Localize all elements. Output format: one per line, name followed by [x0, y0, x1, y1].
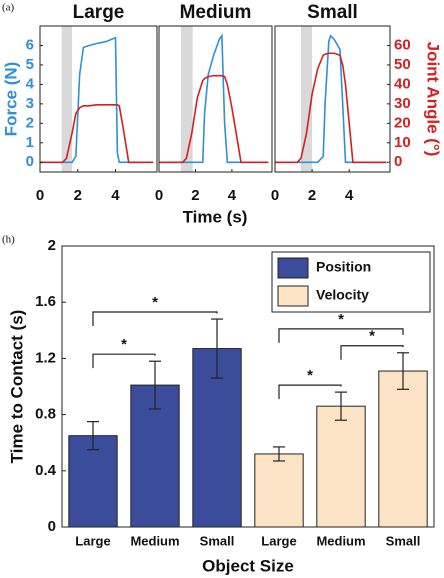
x-tick-label: Small — [200, 533, 235, 548]
series-line — [275, 52, 387, 164]
y-tick-label: 4 — [26, 75, 35, 92]
x-tick-label: 0 — [155, 187, 163, 204]
x-tick-label: Small — [386, 533, 421, 548]
y2-tick-label: 50 — [394, 56, 411, 73]
y-tick-label: 0.4 — [35, 462, 57, 479]
series-line — [40, 36, 154, 164]
x-tick-label: 4 — [111, 187, 120, 204]
y-tick-label: 0 — [48, 518, 56, 535]
subplot-title: Small — [307, 2, 358, 23]
y-tick-label: 1.6 — [35, 293, 56, 310]
significance-bracket — [92, 311, 218, 327]
y-axis-label: Force (N) — [1, 62, 20, 137]
y2-axis-label: Joint Angle (°) — [424, 42, 443, 157]
bar — [68, 435, 118, 528]
x-tick-label: 0 — [36, 187, 44, 204]
legend-swatch — [277, 257, 309, 279]
y2-tick-label: 0 — [394, 153, 402, 170]
y2-tick-label: 40 — [394, 75, 411, 92]
x-tick-label: Large — [261, 533, 296, 548]
x-tick-label: 4 — [228, 187, 237, 204]
legend-swatch — [277, 285, 309, 307]
x-tick-label: 4 — [345, 187, 354, 204]
legend-label: Position — [316, 259, 371, 275]
shaded-region — [300, 26, 313, 172]
y-tick-label: 2 — [26, 114, 34, 131]
y-tick-label: 6 — [26, 36, 34, 53]
bar — [254, 453, 304, 528]
y-tick-label: 0.8 — [35, 406, 56, 423]
y2-tick-label: 30 — [394, 95, 411, 112]
panel-label: (a) — [2, 2, 15, 14]
significance-label: * — [152, 294, 158, 311]
y2-tick-label: 60 — [394, 36, 411, 53]
x-axis-label: Object Size — [202, 556, 294, 575]
x-tick-label: 2 — [308, 187, 316, 204]
significance-bracket — [92, 353, 156, 369]
significance-label: * — [121, 336, 127, 353]
y-tick-label: 1.2 — [35, 349, 56, 366]
plot-frame — [274, 25, 391, 173]
series-line — [40, 104, 154, 164]
series-line — [159, 74, 269, 164]
x-tick-label: Medium — [316, 533, 365, 548]
y2-tick-label: 10 — [394, 134, 411, 151]
y-tick-label: 2 — [48, 237, 56, 254]
y-tick-label: 5 — [26, 56, 34, 73]
significance-bracket — [340, 345, 404, 360]
significance-label: * — [338, 311, 344, 328]
x-tick-label: Medium — [130, 533, 179, 548]
plot-frame — [39, 25, 158, 173]
significance-label: * — [307, 367, 313, 384]
x-tick-label: Large — [75, 533, 110, 548]
x-tick-label: 2 — [191, 187, 199, 204]
y-tick-label: 0 — [26, 153, 34, 170]
plot-frame — [61, 245, 435, 528]
y-axis-label: Time to Contact (s) — [7, 310, 26, 464]
significance-bracket — [278, 328, 404, 343]
panel-label: (h) — [2, 234, 15, 246]
significance-bracket — [278, 384, 342, 400]
series-line — [159, 33, 269, 164]
y2-tick-label: 20 — [394, 114, 411, 131]
bar — [316, 405, 366, 528]
x-tick-label: 0 — [271, 187, 279, 204]
significance-label: * — [369, 328, 375, 345]
y-tick-label: 3 — [26, 95, 34, 112]
series-line — [275, 34, 387, 164]
x-tick-label: 2 — [74, 187, 82, 204]
subplot-title: Medium — [180, 2, 252, 23]
legend-label: Velocity — [316, 287, 369, 303]
plot-frame — [158, 25, 273, 173]
shaded-region — [61, 26, 73, 172]
x-axis-label: Time (s) — [183, 207, 248, 226]
subplot-title: Large — [73, 2, 125, 23]
y-tick-label: 1 — [26, 134, 34, 151]
shaded-region — [180, 26, 193, 172]
bar — [378, 370, 428, 528]
